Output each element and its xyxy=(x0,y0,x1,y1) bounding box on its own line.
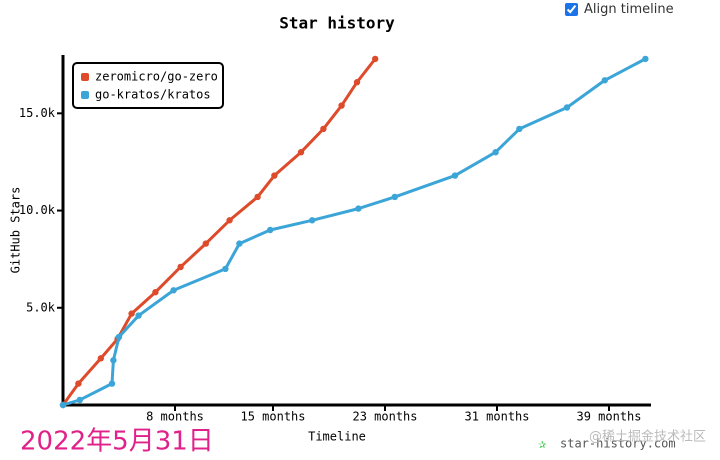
align-label: Align timeline xyxy=(584,2,674,17)
point xyxy=(108,380,116,387)
align-checkbox[interactable] xyxy=(565,3,578,16)
point xyxy=(372,55,379,63)
point xyxy=(135,312,142,319)
y-tick-label: 5.0k xyxy=(26,300,56,314)
x-tick-label: 15 months xyxy=(240,410,305,424)
point xyxy=(59,401,67,409)
chart-title: Star history xyxy=(279,14,395,33)
legend-box xyxy=(72,62,224,109)
line xyxy=(62,57,647,407)
point xyxy=(177,263,184,271)
point xyxy=(271,172,278,179)
point xyxy=(642,55,649,63)
point xyxy=(75,380,82,387)
overlay-date: 2022年5月31日 xyxy=(20,427,214,457)
credit: @稀土掘金技术社区 xyxy=(589,429,706,445)
point xyxy=(297,149,305,156)
point xyxy=(492,149,499,156)
x-tick-label: 39 months xyxy=(576,410,641,424)
point xyxy=(128,310,135,317)
watermark-icon: ✰ xyxy=(538,436,547,452)
point xyxy=(254,193,261,201)
point xyxy=(115,333,123,341)
line xyxy=(61,57,377,406)
point xyxy=(226,217,233,224)
legend-label: go-kratos/kratos xyxy=(95,88,211,102)
y-tick-label: 10.0k xyxy=(19,203,56,217)
point xyxy=(236,240,243,247)
y-axis-label: GitHub Stars xyxy=(9,187,23,274)
point xyxy=(170,287,177,294)
legend-label: zeromicro/go-zero xyxy=(95,70,218,84)
watermark: star-history.com xyxy=(560,437,676,451)
x-tick-label: 23 months xyxy=(352,410,417,424)
point xyxy=(391,193,398,201)
align-timeline[interactable]: Align timeline xyxy=(565,2,674,17)
point xyxy=(516,125,523,133)
point xyxy=(353,79,361,86)
point xyxy=(601,77,608,84)
legend-swatch xyxy=(81,91,89,99)
point xyxy=(152,289,159,296)
x-tick-label: 31 months xyxy=(464,410,529,424)
point xyxy=(110,357,117,364)
point xyxy=(309,217,316,224)
point xyxy=(320,125,327,133)
x-tick-label: 8 months xyxy=(146,410,204,424)
x-axis-label: Timeline xyxy=(308,430,366,444)
point xyxy=(451,172,459,179)
point xyxy=(563,104,571,111)
legend-swatch xyxy=(81,73,89,81)
point xyxy=(338,102,345,109)
point xyxy=(355,205,362,212)
point xyxy=(202,240,209,247)
point xyxy=(222,265,229,273)
y-tick-label: 15.0k xyxy=(19,106,56,120)
point xyxy=(267,226,274,234)
point xyxy=(97,355,105,362)
point xyxy=(76,396,84,404)
